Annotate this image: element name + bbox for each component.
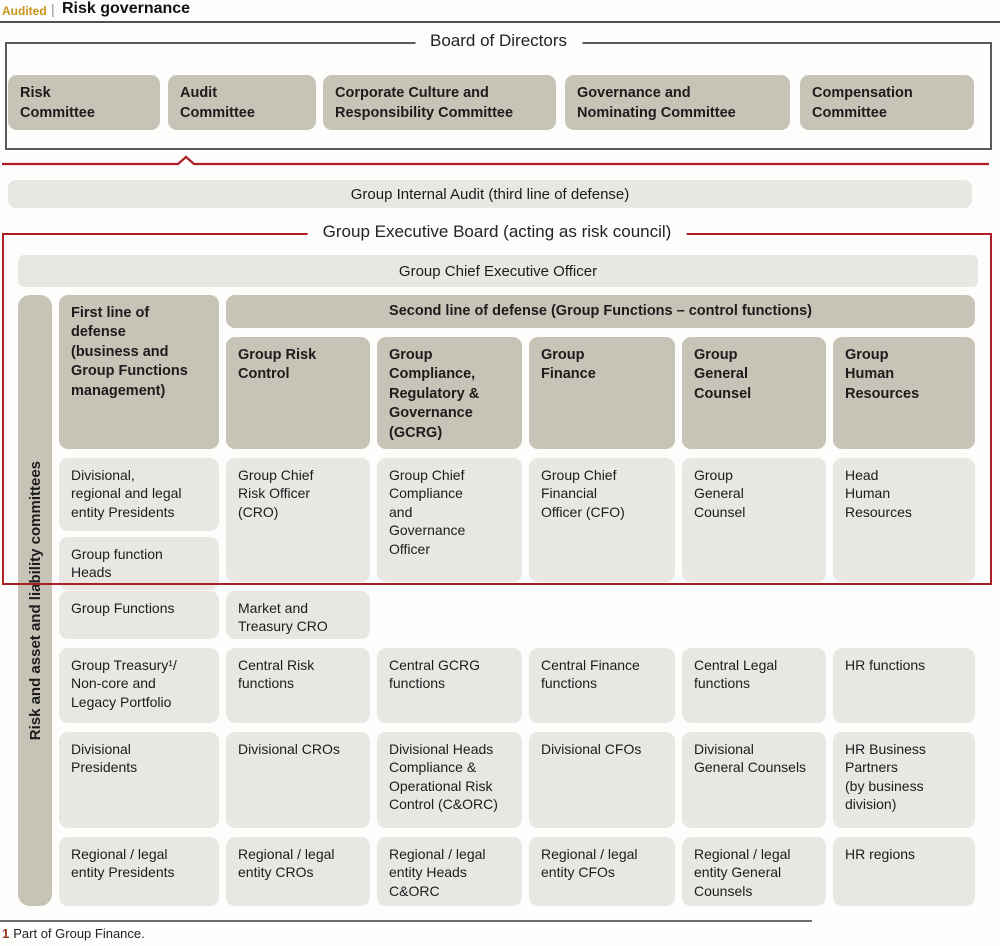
first-line-of-defense-header: First line of defense (business and Grou…	[59, 295, 219, 449]
governance-nominating-committee-box: Governance and Nominating Committee	[565, 75, 790, 130]
audited-badge: Audited	[2, 4, 47, 18]
cell-group-cfo: Group Chief Financial Officer (CFO)	[529, 458, 675, 582]
group-ceo-bar: Group Chief Executive Officer	[18, 255, 978, 287]
cell-divisional-cros: Divisional CROs	[226, 732, 370, 828]
cell-group-functions: Group Functions	[59, 591, 219, 639]
cell-divisional-heads-corc: Divisional Heads Compliance & Operationa…	[377, 732, 522, 828]
column-header-group-risk-control: Group Risk Control	[226, 337, 370, 449]
audit-committee-box: Audit Committee	[168, 75, 316, 130]
cell-head-human-resources: Head Human Resources	[833, 458, 975, 582]
compensation-committee-box: Compensation Committee	[800, 75, 974, 130]
red-connector-line	[2, 155, 989, 166]
cell-divisional-general-counsels: Divisional General Counsels	[682, 732, 826, 828]
header-separator: |	[51, 1, 55, 17]
page-title: Risk governance	[62, 0, 191, 17]
corporate-culture-responsibility-committee-box: Corporate Culture and Responsibility Com…	[323, 75, 556, 130]
cell-central-finance-functions: Central Finance functions	[529, 648, 675, 723]
cell-central-legal-functions: Central Legal functions	[682, 648, 826, 723]
cell-group-cro: Group Chief Risk Officer (CRO)	[226, 458, 370, 582]
cell-hr-functions: HR functions	[833, 648, 975, 723]
cell-hr-business-partners: HR Business Partners (by business divisi…	[833, 732, 975, 828]
cell-group-chief-compliance-governance-officer: Group Chief Compliance and Governance Of…	[377, 458, 522, 582]
group-internal-audit-bar: Group Internal Audit (third line of defe…	[8, 180, 972, 208]
cell-divisional-cfos: Divisional CFOs	[529, 732, 675, 828]
first-line-cells-stack: Divisional, regional and legal entity Pr…	[59, 458, 219, 590]
footnote: 1 Part of Group Finance.	[2, 926, 145, 941]
column-header-group-human-resources: Group Human Resources	[833, 337, 975, 449]
risk-committee-box: Risk Committee	[8, 75, 160, 130]
cell-divisional-presidents: Divisional Presidents	[59, 732, 219, 828]
cell-hr-regions: HR regions	[833, 837, 975, 906]
cell-regional-entity-heads-corc: Regional / legal entity Heads C&ORC	[377, 837, 522, 906]
cell-group-general-counsel: Group General Counsel	[682, 458, 826, 582]
footnote-text: Part of Group Finance.	[13, 926, 145, 941]
board-of-directors-box: Board of Directors	[5, 31, 992, 150]
cell-regional-entity-presidents: Regional / legal entity Presidents	[59, 837, 219, 906]
column-header-group-finance: Group Finance	[529, 337, 675, 449]
second-line-of-defense-header: Second line of defense (Group Functions …	[226, 295, 975, 328]
cell-central-gcrg-functions: Central GCRG functions	[377, 648, 522, 723]
header-rule	[0, 21, 1000, 23]
governance-matrix: Risk and asset and liability committees …	[18, 295, 975, 906]
risk-alm-committees-side-label: Risk and asset and liability committees	[18, 295, 52, 906]
cell-central-risk-functions: Central Risk functions	[226, 648, 370, 723]
cell-regional-entity-cros: Regional / legal entity CROs	[226, 837, 370, 906]
board-of-directors-title: Board of Directors	[415, 31, 582, 51]
cell-group-function-heads: Group function Heads	[59, 537, 219, 590]
cell-divisional-regional-legal-presidents: Divisional, regional and legal entity Pr…	[59, 458, 219, 531]
side-label-text: Risk and asset and liability committees	[26, 460, 44, 741]
cell-market-treasury-cro: Market and Treasury CRO	[226, 591, 370, 639]
footnote-rule	[0, 920, 812, 922]
column-header-gcrg: Group Compliance, Regulatory & Governanc…	[377, 337, 522, 449]
column-header-group-general-counsel: Group General Counsel	[682, 337, 826, 449]
footnote-marker: 1	[2, 926, 10, 941]
cell-regional-entity-cfos: Regional / legal entity CFOs	[529, 837, 675, 906]
cell-group-treasury-noncore-legacy: Group Treasury¹/ Non-core and Legacy Por…	[59, 648, 219, 723]
cell-regional-entity-general-counsels: Regional / legal entity General Counsels	[682, 837, 826, 906]
group-executive-board-title: Group Executive Board (acting as risk co…	[307, 222, 687, 242]
